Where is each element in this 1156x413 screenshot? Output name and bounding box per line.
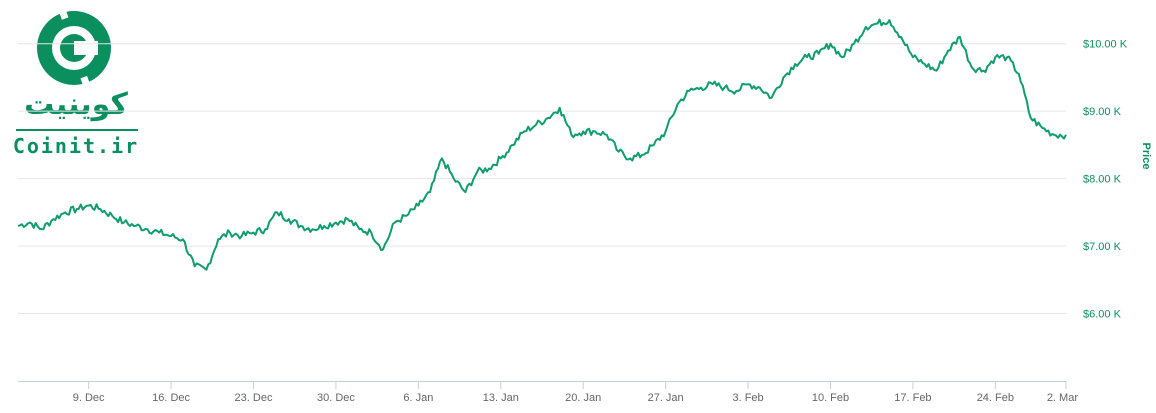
y-tick-label: $7.00 K: [1083, 241, 1122, 253]
x-axis-ticks: 9. Dec 16. Dec 23. Dec 30. Dec 6. Jan 13. Jan…: [73, 381, 1079, 404]
x-tick-label: 6. Jan: [403, 392, 433, 404]
coinit-logo: کوینیت Coinit.ir: [10, 8, 142, 158]
x-tick-label: 13. Jan: [483, 392, 519, 404]
y-tick-label: $10.00 K: [1083, 39, 1128, 51]
x-tick-label: 20. Jan: [565, 392, 601, 404]
logo-name-fa: کوینیت: [24, 87, 128, 122]
x-tick-label: 27. Jan: [648, 392, 684, 404]
coinit-logo-icon: [37, 8, 111, 88]
y-tick-label: $6.00 K: [1083, 309, 1122, 321]
x-tick-label: 10. Feb: [812, 392, 849, 404]
x-tick-label: 17. Feb: [894, 392, 931, 404]
x-tick-label: 2. Mar: [1047, 392, 1079, 404]
grid-lines: [18, 43, 1066, 315]
series-line: [17, 18, 1067, 271]
y-axis-ticks: $6.00 K $7.00 K $8.00 K $9.00 K $10.00 K: [1083, 39, 1128, 321]
x-tick-label: 23. Dec: [235, 392, 273, 404]
x-tick-label: 3. Feb: [732, 392, 763, 404]
y-axis-title: Price: [1140, 143, 1152, 170]
y-tick-label: $8.00 K: [1083, 174, 1122, 186]
x-tick-label: 24. Feb: [977, 392, 1014, 404]
y-tick-label: $9.00 K: [1083, 106, 1122, 118]
logo-divider: [16, 129, 138, 131]
logo-name-en: Coinit.ir: [12, 134, 140, 158]
x-tick-label: 30. Dec: [317, 392, 355, 404]
x-tick-label: 9. Dec: [73, 392, 105, 404]
x-tick-label: 16. Dec: [152, 392, 190, 404]
